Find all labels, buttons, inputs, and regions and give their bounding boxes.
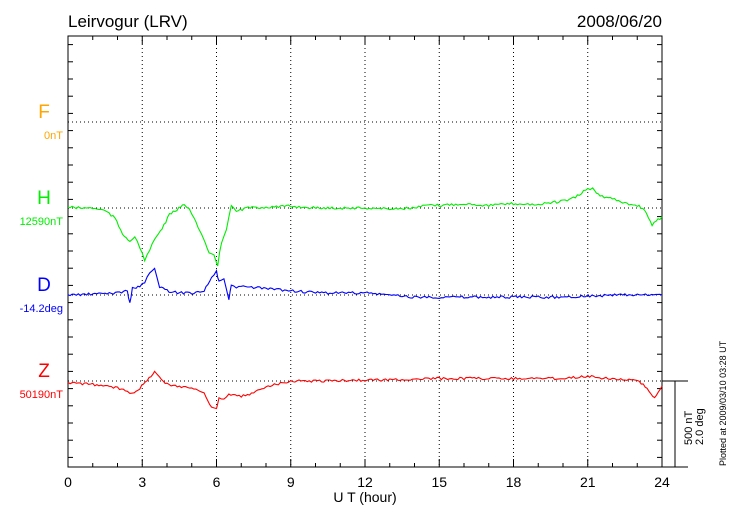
series-line-d xyxy=(67,267,663,303)
series-labels: F 0nT H 12590nT D -14.2deg Z 50190nT xyxy=(20,102,64,401)
scale-label-deg: 2.0 deg xyxy=(694,408,706,445)
x-tick-label: 15 xyxy=(431,474,447,490)
chart-date: 2008/06/20 xyxy=(577,12,662,31)
x-tick-label: 9 xyxy=(287,474,295,490)
x-tick-label: 6 xyxy=(213,474,221,490)
series-baseline-d: -14.2deg xyxy=(20,303,63,315)
series-name-z: Z xyxy=(38,361,50,382)
x-tick-label: 24 xyxy=(654,474,670,490)
series-baseline-f: 0nT xyxy=(44,130,63,142)
x-tick-label: 21 xyxy=(580,474,596,490)
series-baseline-h: 12590nT xyxy=(20,216,64,228)
series-name-d: D xyxy=(37,275,51,296)
chart-title: Leirvogur (LRV) xyxy=(68,12,188,31)
series-group xyxy=(67,187,663,410)
x-axis-label: U T (hour) xyxy=(333,489,396,505)
grid xyxy=(68,36,662,467)
x-tick-label: 18 xyxy=(506,474,522,490)
x-tick-label: 0 xyxy=(64,474,72,490)
series-name-h: H xyxy=(37,188,51,209)
scale-label-nt: 500 nT xyxy=(683,410,695,445)
series-baseline-z: 50190nT xyxy=(20,389,64,401)
series-line-z xyxy=(67,370,663,410)
series-line-h xyxy=(67,187,663,267)
plotted-at-footer: Plotted at 2009/03/10 03:28 UT xyxy=(718,340,728,466)
x-tick-labels: 0 3 6 9 12 15 18 21 24 xyxy=(64,474,670,490)
x-tick-label: 12 xyxy=(357,474,373,490)
x-tick-label: 3 xyxy=(138,474,146,490)
axis-ticks xyxy=(67,36,663,467)
series-name-f: F xyxy=(38,102,50,123)
